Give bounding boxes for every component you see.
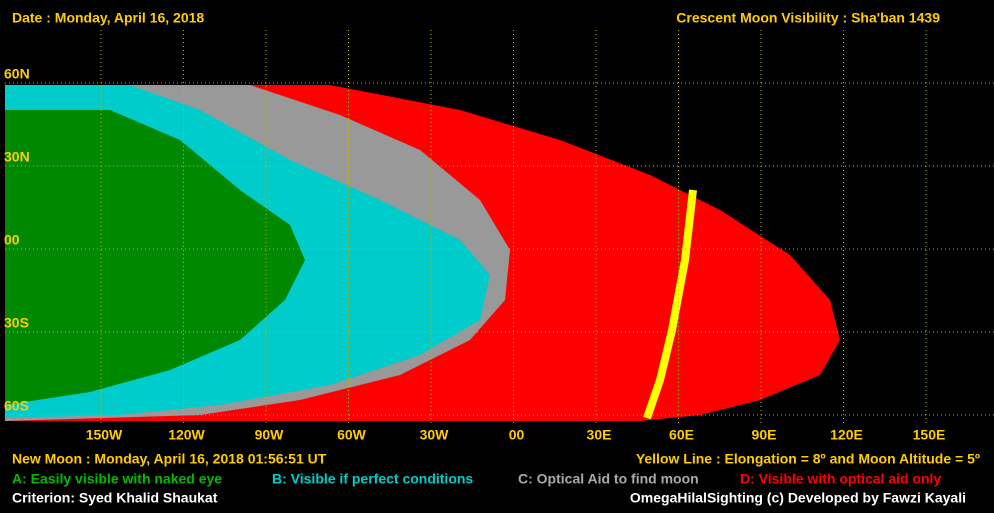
date: Date : Monday, April 16, 2018 (12, 10, 204, 26)
latitude-label: 60N (4, 66, 30, 82)
latitude-label: 60S (4, 398, 29, 414)
longitude-label: 120E (830, 427, 863, 443)
longitude-label: 00 (509, 427, 525, 443)
longitude-label: 30W (420, 427, 450, 443)
longitude-label: 60E (669, 427, 694, 443)
criterion: Criterion: Syed Khalid Shaukat (12, 490, 218, 506)
longitude-label: 60W (337, 427, 367, 443)
zone-a-green (5, 110, 305, 405)
longitude-label: 120W (168, 427, 205, 443)
credit: OmegaHilalSighting (c) Developed by Fawz… (630, 490, 966, 506)
longitude-label: 150W (86, 427, 123, 443)
legend-b: B: Visible if perfect conditions (272, 471, 473, 487)
yellow-line (643, 189, 697, 420)
yellow-line-note: Yellow Line : Elongation = 8º and Moon A… (636, 451, 980, 467)
graticule (5, 30, 994, 425)
legend-d: D: Visible with optical aid only (740, 471, 941, 487)
new-moon: New Moon : Monday, April 16, 2018 01:56:… (12, 451, 327, 467)
longitude-label: 30E (587, 427, 612, 443)
latitude-label: 00 (4, 232, 20, 248)
legend-c: C: Optical Aid to find moon (518, 471, 699, 487)
longitude-label: 90W (255, 427, 285, 443)
longitude-label: 150E (913, 427, 946, 443)
legend-a: A: Easily visible with naked eye (12, 471, 222, 487)
title: Crescent Moon Visibility : Sha'ban 1439 (676, 10, 940, 26)
longitude-label: 90E (752, 427, 777, 443)
latitude-label: 30S (4, 315, 29, 331)
latitude-label: 30N (4, 149, 30, 165)
